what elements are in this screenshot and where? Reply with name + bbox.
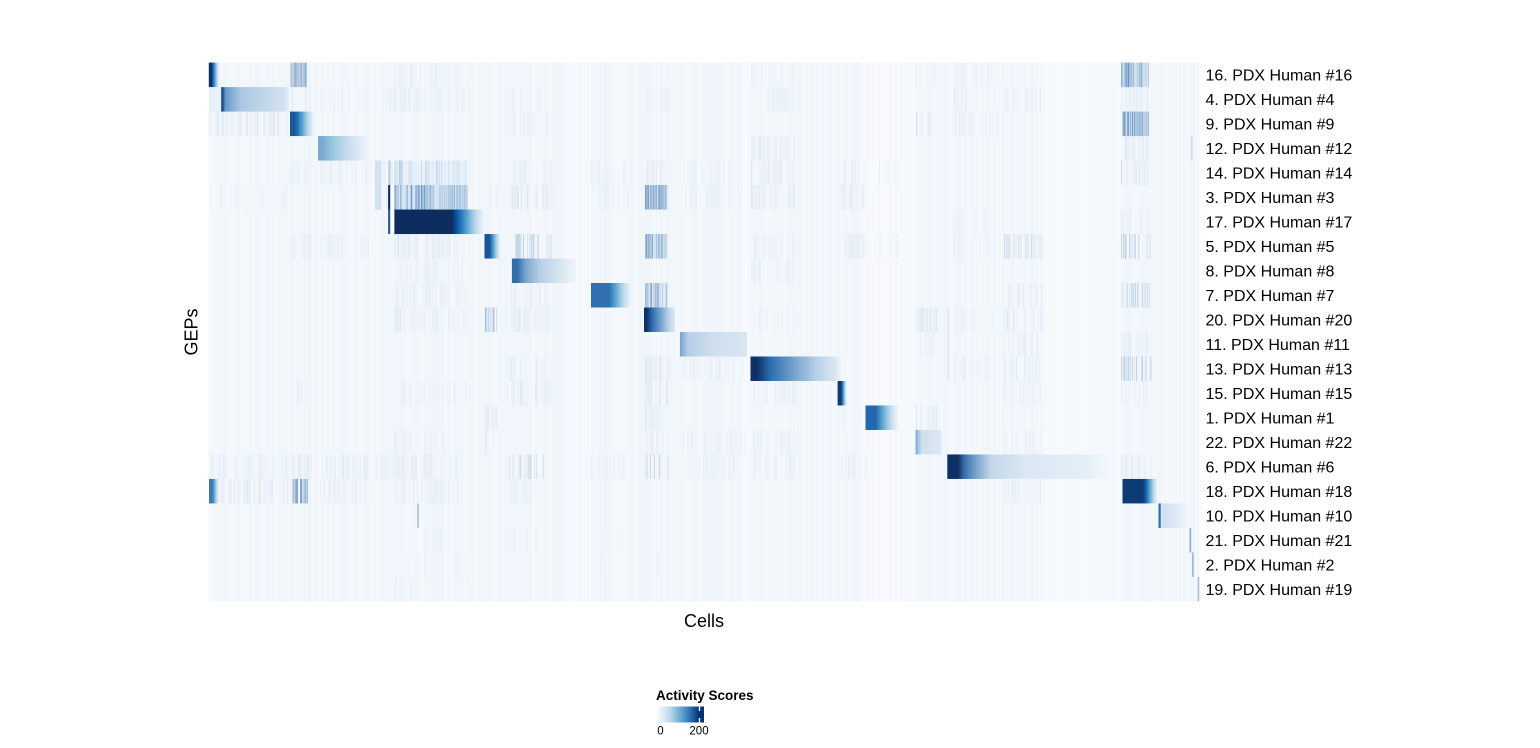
- svg-text:8. PDX Human #8: 8. PDX Human #8: [1206, 263, 1335, 280]
- svg-text:17. PDX Human #17: 17. PDX Human #17: [1206, 214, 1353, 231]
- svg-text:16. PDX Human #16: 16. PDX Human #16: [1206, 68, 1353, 85]
- svg-text:3. PDX Human #3: 3. PDX Human #3: [1206, 190, 1335, 207]
- svg-text:2. PDX Human #2: 2. PDX Human #2: [1206, 557, 1335, 574]
- svg-text:12. PDX Human #12: 12. PDX Human #12: [1206, 141, 1353, 158]
- svg-text:14. PDX Human #14: 14. PDX Human #14: [1206, 166, 1353, 183]
- svg-text:1. PDX Human #1: 1. PDX Human #1: [1206, 410, 1335, 427]
- svg-text:19. PDX Human #19: 19. PDX Human #19: [1206, 582, 1353, 599]
- svg-text:18. PDX Human #18: 18. PDX Human #18: [1206, 484, 1353, 501]
- svg-text:10. PDX Human #10: 10. PDX Human #10: [1206, 508, 1353, 525]
- svg-text:5. PDX Human #5: 5. PDX Human #5: [1206, 239, 1335, 256]
- svg-text:0: 0: [657, 726, 663, 738]
- svg-text:20. PDX Human #20: 20. PDX Human #20: [1206, 312, 1353, 329]
- svg-text:15. PDX Human #15: 15. PDX Human #15: [1206, 386, 1353, 403]
- svg-text:7. PDX Human #7: 7. PDX Human #7: [1206, 288, 1335, 305]
- svg-text:200: 200: [689, 726, 708, 738]
- svg-text:GEPs: GEPs: [182, 308, 202, 355]
- svg-text:4. PDX Human #4: 4. PDX Human #4: [1206, 92, 1335, 109]
- svg-text:21. PDX Human #21: 21. PDX Human #21: [1206, 533, 1353, 550]
- svg-text:9. PDX Human #9: 9. PDX Human #9: [1206, 117, 1335, 134]
- svg-text:13. PDX Human #13: 13. PDX Human #13: [1206, 361, 1353, 378]
- svg-text:11. PDX Human #11: 11. PDX Human #11: [1206, 337, 1350, 354]
- svg-text:6. PDX Human #6: 6. PDX Human #6: [1206, 459, 1335, 476]
- svg-text:Activity Scores: Activity Scores: [656, 688, 754, 703]
- svg-text:22. PDX Human #22: 22. PDX Human #22: [1206, 435, 1353, 452]
- svg-text:Cells: Cells: [684, 611, 724, 631]
